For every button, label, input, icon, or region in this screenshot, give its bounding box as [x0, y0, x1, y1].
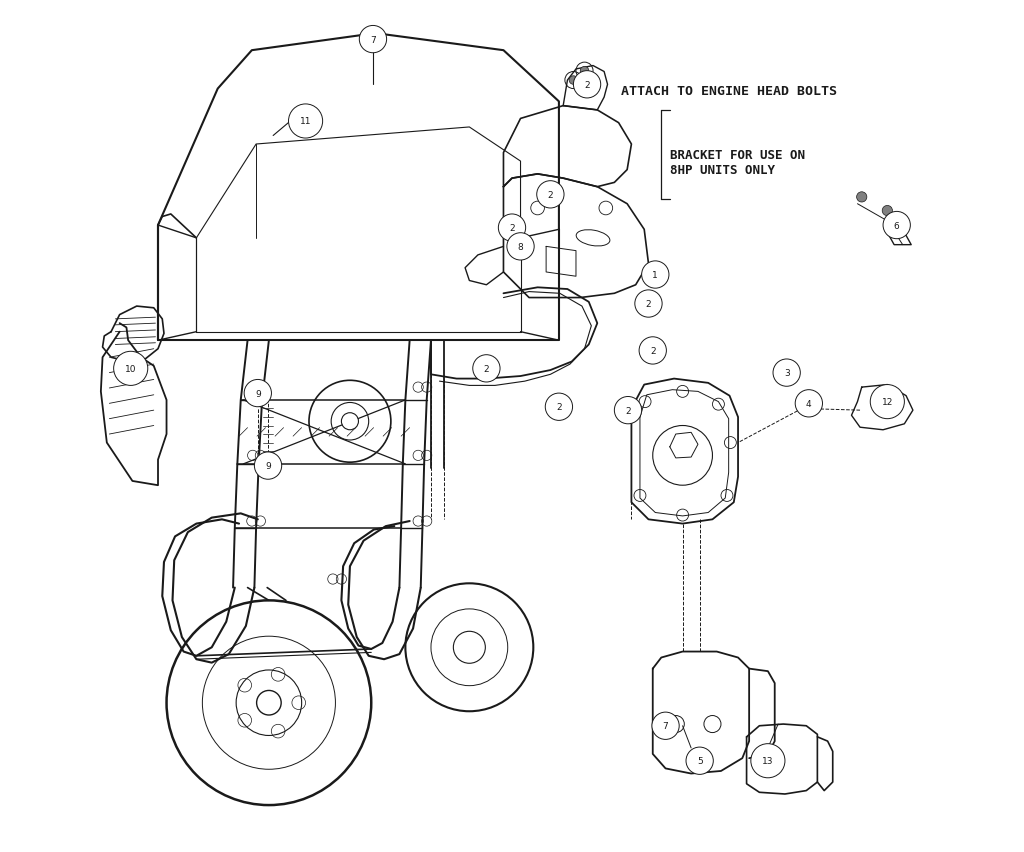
Circle shape: [244, 380, 271, 407]
Text: ATTACH TO ENGINE HEAD BOLTS: ATTACH TO ENGINE HEAD BOLTS: [622, 84, 838, 98]
Circle shape: [573, 72, 601, 99]
Circle shape: [635, 291, 663, 318]
Circle shape: [883, 206, 893, 216]
Text: 4: 4: [806, 400, 812, 408]
Circle shape: [454, 631, 485, 664]
Text: 2: 2: [509, 224, 515, 233]
Text: 1: 1: [652, 271, 658, 279]
Circle shape: [569, 77, 578, 85]
Text: 2: 2: [483, 365, 489, 373]
Circle shape: [537, 181, 564, 209]
Circle shape: [857, 193, 867, 203]
Text: 3: 3: [783, 369, 790, 377]
Circle shape: [642, 262, 669, 289]
Circle shape: [257, 691, 282, 715]
Circle shape: [473, 355, 500, 383]
Text: 8: 8: [518, 243, 523, 251]
Text: 11: 11: [300, 118, 311, 126]
Circle shape: [507, 233, 535, 261]
Text: 2: 2: [556, 403, 562, 412]
Text: 6: 6: [894, 222, 899, 230]
Circle shape: [289, 105, 323, 139]
Text: 2: 2: [548, 191, 553, 199]
Circle shape: [751, 744, 785, 778]
Text: 9: 9: [265, 462, 271, 470]
Text: 9: 9: [255, 389, 261, 398]
Circle shape: [773, 360, 801, 387]
Text: 5: 5: [696, 757, 702, 765]
Text: 2: 2: [650, 347, 655, 355]
Circle shape: [639, 337, 667, 365]
Circle shape: [581, 67, 589, 76]
Circle shape: [499, 215, 525, 242]
Circle shape: [686, 747, 714, 774]
Text: 7: 7: [370, 36, 376, 44]
Circle shape: [341, 413, 358, 430]
Circle shape: [796, 390, 822, 417]
Text: 12: 12: [882, 398, 893, 406]
Circle shape: [883, 212, 910, 239]
Text: 10: 10: [125, 365, 136, 373]
Circle shape: [545, 394, 572, 421]
Circle shape: [870, 385, 904, 419]
Text: 2: 2: [585, 81, 590, 89]
Text: 2: 2: [646, 300, 651, 308]
Circle shape: [114, 352, 147, 386]
Circle shape: [652, 712, 679, 740]
Circle shape: [254, 452, 282, 480]
Text: BRACKET FOR USE ON
8HP UNITS ONLY: BRACKET FOR USE ON 8HP UNITS ONLY: [670, 149, 805, 177]
Text: 7: 7: [663, 722, 669, 730]
Text: 2: 2: [626, 406, 631, 415]
Circle shape: [359, 26, 387, 54]
Circle shape: [614, 397, 642, 424]
Text: 13: 13: [762, 757, 774, 765]
